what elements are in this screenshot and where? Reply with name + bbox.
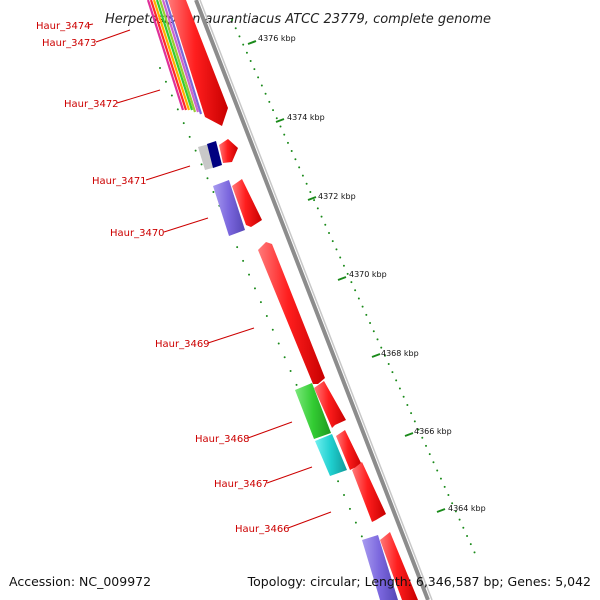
gene-label: Haur_3474 (36, 21, 91, 32)
kbp-major-ticks (247, 40, 446, 513)
cog-block-navy (207, 141, 222, 168)
gene-label: Haur_3468 (195, 434, 250, 445)
leader-line (116, 89, 161, 104)
leader-line (95, 29, 131, 43)
gene-arrow (314, 381, 346, 428)
gene-label: Haur_3467 (214, 479, 269, 490)
gene-arrow (336, 430, 362, 470)
gene-arrow (380, 532, 418, 600)
cog-block-green (295, 383, 331, 439)
genome-summary-text: Topology: circular; Length: 6,346,587 bp… (247, 574, 591, 589)
gene-label: Haur_3469 (155, 339, 210, 350)
gene-arrows (168, 0, 418, 600)
gene-label: Haur_3472 (64, 99, 119, 110)
cog-block-purple (213, 180, 245, 236)
gene-label: Haur_3466 (235, 524, 290, 535)
cog-block-purple-bottom (362, 535, 398, 600)
gene-labels: Haur_3474 Haur_3473 Haur_3472 Haur_3471 … (36, 21, 332, 535)
kbp-label: 4374 kbp (287, 113, 325, 122)
outer-tick-ruler (231, 19, 479, 561)
kbp-label: 4370 kbp (349, 270, 387, 279)
cog-block-cyan (315, 434, 347, 476)
kbp-label: 4366 kbp (414, 427, 452, 436)
kbp-label: 4368 kbp (381, 349, 419, 358)
leader-line (207, 327, 255, 344)
gene-label: Haur_3470 (110, 228, 165, 239)
kbp-label: 4364 kbp (448, 504, 486, 513)
leader-line (145, 165, 191, 181)
cog-block-grey (198, 144, 216, 170)
cog-stripes (146, 0, 203, 115)
kbp-label: 4372 kbp (318, 192, 356, 201)
genome-backbone (194, 0, 433, 600)
gene-arrow (219, 139, 238, 163)
gene-arrow (352, 462, 386, 522)
gene-arrow (232, 179, 262, 227)
gene-label: Haur_3473 (42, 38, 97, 49)
gene-label: Haur_3471 (92, 176, 147, 187)
kbp-labels: 4376 kbp 4374 kbp 4372 kbp 4370 kbp 4368… (258, 34, 486, 513)
leader-line (287, 511, 332, 529)
leader-line (163, 217, 209, 233)
leader-line (87, 23, 94, 26)
accession-text: Accession: NC_009972 (9, 574, 151, 589)
kbp-label: 4376 kbp (258, 34, 296, 43)
gene-arrow (258, 242, 325, 384)
leader-line (266, 466, 313, 484)
gene-arrow (168, 0, 228, 126)
inner-tick-ruler (159, 67, 373, 561)
leader-line (247, 421, 293, 439)
